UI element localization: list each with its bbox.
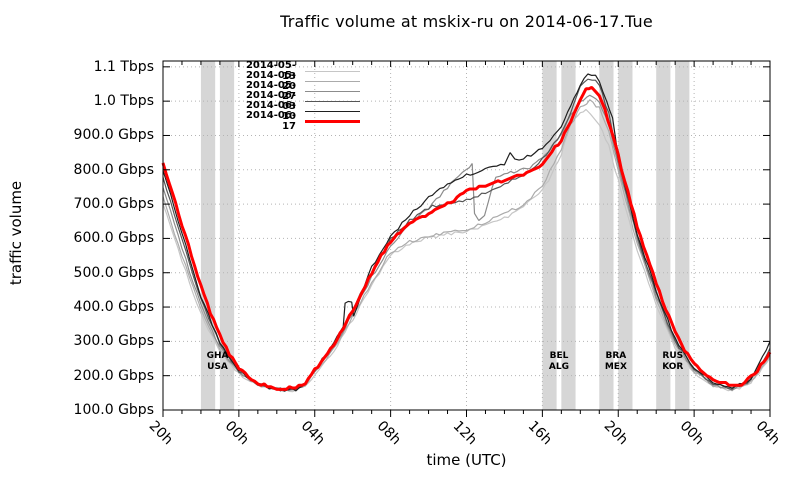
- legend-line-sample: [305, 100, 360, 102]
- match-half-band: [618, 61, 633, 410]
- legend-line-sample: [305, 90, 360, 92]
- legend-line-sample: [305, 110, 360, 112]
- axis-ticks: [162, 61, 771, 417]
- legend-item-2014-05-13: 2014-05-13: [236, 60, 360, 82]
- y-tick-label: 800.0 Gbps: [73, 161, 154, 178]
- legend-item-2014-05-27: 2014-05-27: [236, 80, 360, 102]
- x-axis-label: time (UTC): [426, 451, 507, 469]
- legend-label: 2014-06-17: [245, 110, 296, 132]
- match-half-band: [219, 61, 235, 410]
- y-tick-label: 400.0 Gbps: [73, 299, 154, 316]
- legend-label: 2014-05-13: [245, 60, 296, 82]
- legend-label: 2014-06-03: [245, 90, 296, 112]
- legend-line-sample: [305, 80, 360, 82]
- legend-label: 2014-05-20: [245, 70, 296, 92]
- legend-item-2014-06-10: 2014-06-10: [236, 100, 360, 122]
- match-bands: [200, 61, 690, 410]
- legend-label: 2014-05-27: [245, 80, 296, 102]
- legend-label: 2014-06-10: [245, 100, 296, 122]
- y-tick-label: 900.0 Gbps: [73, 127, 154, 144]
- match-label-BRA-MEX: BRA MEX: [604, 351, 627, 372]
- y-tick-label: 1.0 Tbps: [93, 93, 154, 110]
- y-tick-label: 100.0 Gbps: [73, 402, 154, 418]
- chart-title: Traffic volume at mskix-ru on 2014-06-17…: [280, 12, 653, 31]
- legend-line-sample: [305, 70, 360, 72]
- legend-item-2014-06-03: 2014-06-03: [236, 90, 360, 112]
- match-label-RUS-KOR: RUS KOR: [662, 351, 684, 372]
- match-half-band: [675, 61, 690, 410]
- y-tick-label: 200.0 Gbps: [73, 367, 154, 384]
- legend-item-2014-05-20: 2014-05-20: [236, 70, 360, 92]
- y-tick-label: 1.1 Tbps: [93, 58, 154, 75]
- y-tick-label: 300.0 Gbps: [73, 333, 154, 350]
- series-line-2014-06-17: [161, 86, 772, 391]
- y-tick-label: 700.0 Gbps: [73, 196, 154, 213]
- legend: 2014-05-13 2014-05-20 2014-05-27 2014-06-03…: [236, 60, 360, 132]
- match-label-GHA-USA: GHA USA: [206, 351, 229, 372]
- y-tick-label: 500.0 Gbps: [73, 264, 154, 281]
- match-half-band: [561, 61, 576, 410]
- y-tick-label: 600.0 Gbps: [73, 230, 154, 247]
- legend-line-sample: [305, 119, 360, 123]
- legend-item-2014-06-17: 2014-06-17: [236, 110, 360, 132]
- match-label-BEL-ALG: BEL ALG: [548, 351, 570, 372]
